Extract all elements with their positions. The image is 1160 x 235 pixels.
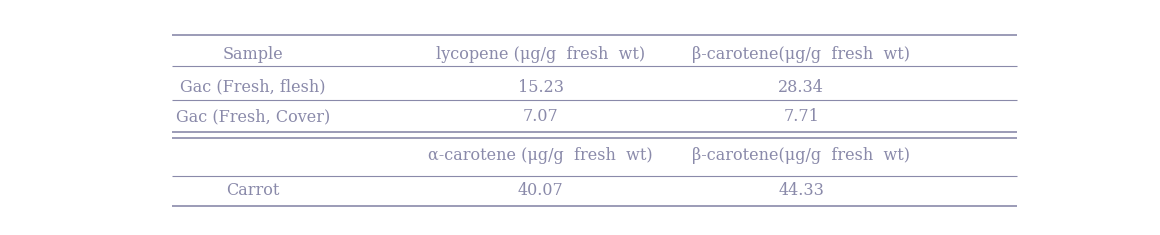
Text: β-carotene(μg/g  fresh  wt): β-carotene(μg/g fresh wt) <box>693 147 911 164</box>
Text: β-carotene(μg/g  fresh  wt): β-carotene(μg/g fresh wt) <box>693 46 911 63</box>
Text: 7.71: 7.71 <box>783 108 819 125</box>
Text: 15.23: 15.23 <box>517 78 564 95</box>
Text: α-carotene (μg/g  fresh  wt): α-carotene (μg/g fresh wt) <box>428 147 653 164</box>
Text: 44.33: 44.33 <box>778 182 825 199</box>
Text: lycopene (μg/g  fresh  wt): lycopene (μg/g fresh wt) <box>436 46 645 63</box>
Text: Gac (Fresh, Cover): Gac (Fresh, Cover) <box>176 108 329 125</box>
Text: 40.07: 40.07 <box>517 182 564 199</box>
Text: Sample: Sample <box>223 46 283 63</box>
Text: 28.34: 28.34 <box>778 78 825 95</box>
Text: Carrot: Carrot <box>226 182 280 199</box>
Text: Gac (Fresh, flesh): Gac (Fresh, flesh) <box>180 78 326 95</box>
Text: 7.07: 7.07 <box>523 108 558 125</box>
